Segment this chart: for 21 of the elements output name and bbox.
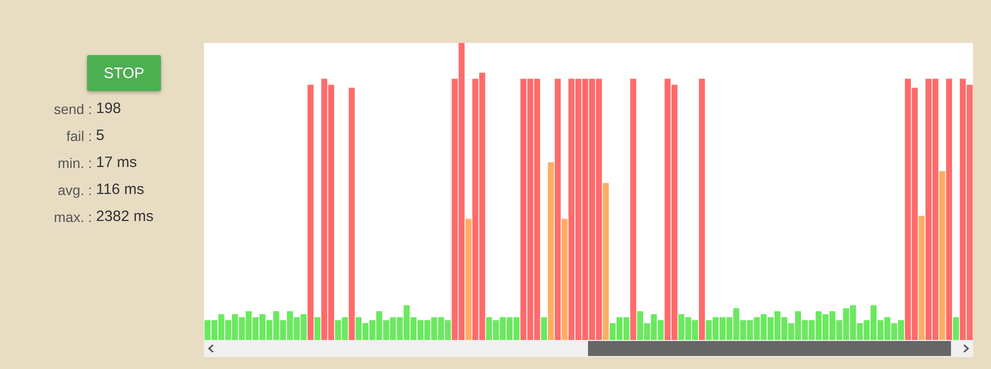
text: STOP [87, 55, 161, 91]
text: min. : 17 ms [56, 154, 137, 171]
text: max. : 2382 ms [52, 208, 154, 225]
bar [630, 78, 636, 341]
bar [918, 216, 925, 341]
bar [602, 183, 609, 341]
bar [348, 88, 355, 341]
bar [562, 218, 568, 341]
bar [548, 162, 554, 341]
text: send : 198 [52, 100, 122, 117]
bar [540, 317, 547, 341]
text: avg. : 116 ms [56, 181, 144, 198]
bar [308, 84, 314, 341]
bar [952, 317, 959, 341]
bar [465, 218, 472, 341]
bar [554, 78, 561, 341]
text: fail : 5 [65, 127, 104, 144]
bar [939, 171, 946, 341]
bar [946, 78, 952, 341]
bar [314, 317, 320, 341]
bar [698, 78, 705, 341]
